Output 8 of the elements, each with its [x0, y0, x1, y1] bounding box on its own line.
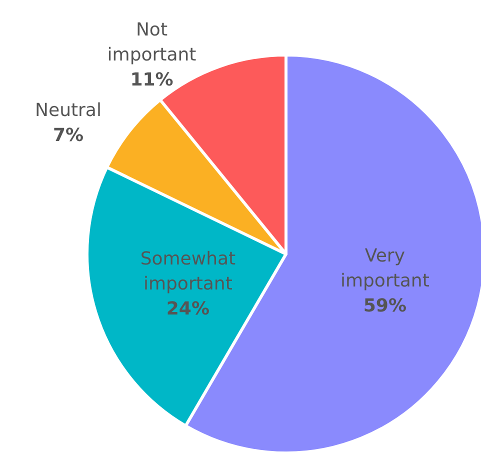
data-label: 59%: [363, 295, 406, 316]
slice-label: Neutral: [35, 100, 102, 122]
slice-label: Very important: [340, 245, 430, 292]
data-label: 24%: [166, 298, 210, 320]
data-label: 11%: [130, 70, 174, 91]
data-label: 7%: [52, 125, 84, 146]
slice-label: Somewhat important: [140, 248, 236, 294]
slice-label: Not important: [107, 20, 196, 66]
